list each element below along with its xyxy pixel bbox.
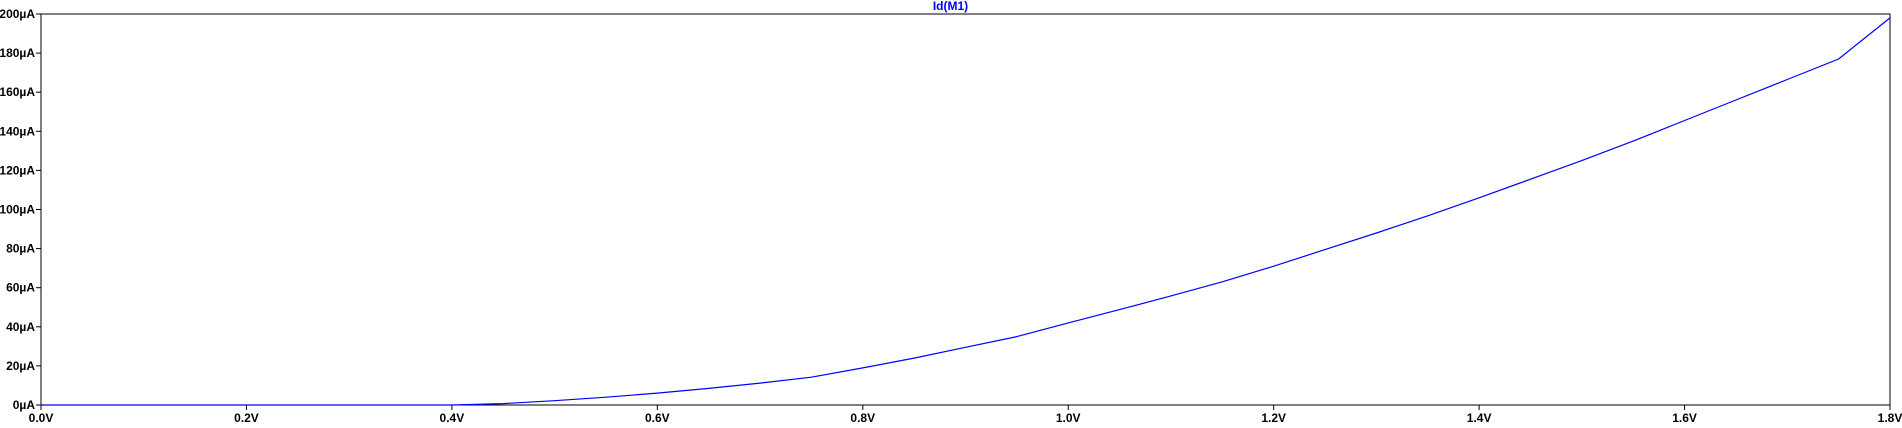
x-axis: 0.0V 0.2V 0.4V 0.6V 0.8V 1.0V 1.2V 1.4V 1.6V 1.8V [29, 405, 1902, 425]
traces [41, 17, 1891, 406]
x-tick-label: 0.4V [440, 411, 465, 425]
trace-title[interactable]: Id(M1) [933, 0, 968, 13]
x-tick-label: 0.8V [850, 411, 875, 425]
y-tick-label: 140µA [0, 124, 35, 138]
y-tick-label: 180µA [0, 46, 35, 60]
y-tick-label: 0µA [13, 398, 36, 412]
y-tick-label: 60µA [6, 281, 35, 295]
y-tick-label: 200µA [0, 7, 35, 21]
y-axis: 0µA 20µA 40µA 60µA 80µA 100µA 120µA 140µA 160µA 1… [0, 7, 41, 412]
x-tick-label: 1.0V [1056, 411, 1081, 425]
plot-frame [40, 13, 1891, 406]
y-tick-label: 120µA [0, 163, 35, 177]
x-tick-label: 1.8V [1878, 411, 1902, 425]
y-tick-label: 160µA [0, 85, 35, 99]
x-tick-label: 1.4V [1467, 411, 1492, 425]
x-tick-label: 0.2V [234, 411, 259, 425]
y-tick-label: 40µA [6, 320, 35, 334]
x-tick-label: 0.6V [645, 411, 670, 425]
x-tick-label: 0.0V [29, 411, 54, 425]
x-tick-label: 1.2V [1261, 411, 1286, 425]
x-tick-label: 1.6V [1672, 411, 1697, 425]
y-tick-label: 100µA [0, 203, 35, 217]
y-tick-label: 20µA [6, 359, 35, 373]
y-tick-label: 80µA [6, 242, 35, 256]
trace-id-m1[interactable] [41, 17, 1891, 406]
